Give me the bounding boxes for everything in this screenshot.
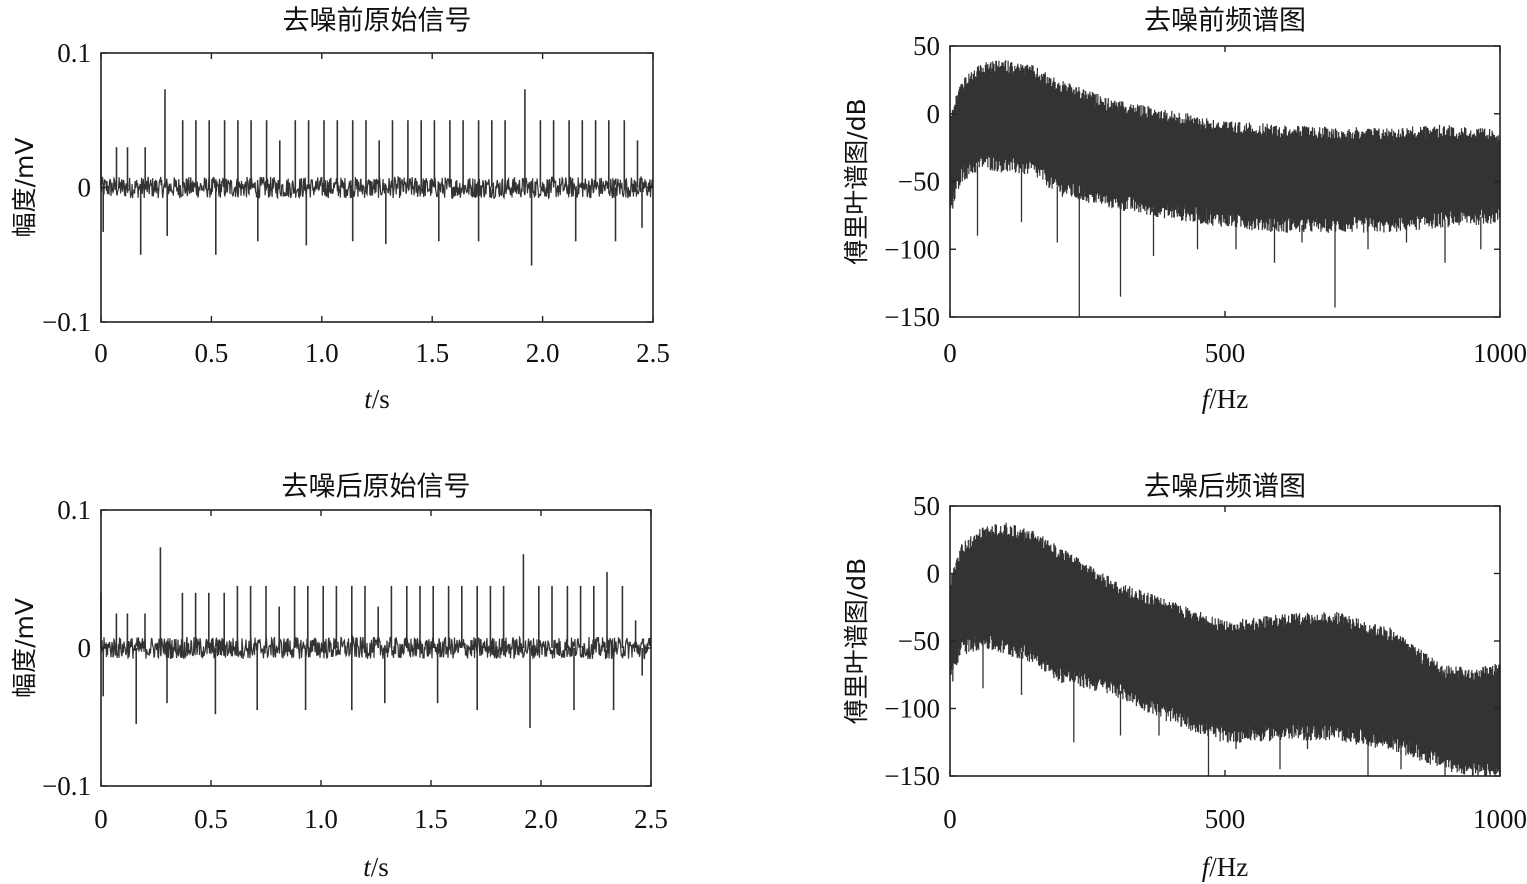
y-axis-label: 幅度/mV	[10, 598, 39, 698]
spectrum-band	[949, 60, 1501, 233]
x-tick-label: 0	[943, 338, 957, 368]
y-tick-label: −0.1	[42, 307, 91, 337]
x-tick-label: 500	[1205, 804, 1246, 834]
chart-panel-1: 去噪前频谱图 0 500 1000 −150 −100 −50 0 50 f/Hz 傅里叶谱图/dB	[842, 6, 1527, 415]
y-tick-label: −150	[884, 761, 940, 791]
x-tick-label: 1.0	[305, 338, 339, 368]
y-tick-label: 0.1	[57, 495, 91, 525]
x-axis-label: t/s	[364, 384, 390, 414]
y-tick-label: −100	[884, 234, 940, 264]
x-tick-label: 1.5	[415, 338, 449, 368]
x-tick-label: 1.0	[304, 804, 338, 834]
signal-trace	[949, 522, 1501, 776]
x-axis-label: t/s	[363, 852, 389, 882]
y-tick-label: 0	[927, 559, 941, 589]
y-tick-label: 50	[913, 31, 940, 61]
y-tick-label: −100	[884, 694, 940, 724]
x-tick-label: 1.5	[414, 804, 448, 834]
signal-trace	[100, 89, 654, 266]
y-axis-label: 幅度/mV	[10, 138, 39, 238]
chart-title: 去噪后原始信号	[282, 472, 471, 503]
x-tick-label: 1000	[1473, 338, 1527, 368]
y-tick-label: 0	[78, 633, 92, 663]
x-tick-label: 2.5	[636, 338, 670, 368]
x-tick-label: 0	[94, 804, 108, 834]
x-tick-label: 0.5	[194, 804, 228, 834]
noise-line	[100, 635, 652, 660]
chart-panel-3: 去噪后频谱图 0 500 1000 −150 −100 −50 0 50 f/Hz 傅里叶谱图/dB	[842, 472, 1527, 883]
y-axis-label: 傅里叶谱图/dB	[842, 98, 871, 264]
signal-trace	[100, 547, 652, 728]
y-tick-label: −50	[898, 626, 940, 656]
signal-trace	[949, 60, 1501, 317]
y-tick-label: 0	[927, 99, 941, 129]
x-tick-label: 1000	[1473, 804, 1527, 834]
y-tick-label: 50	[913, 491, 940, 521]
y-tick-label: −0.1	[42, 771, 91, 801]
chart-title: 去噪后频谱图	[1144, 472, 1306, 503]
x-tick-label: 0.5	[195, 338, 229, 368]
chart-title: 去噪前原始信号	[283, 6, 472, 37]
y-axis-label: 傅里叶谱图/dB	[842, 558, 871, 724]
chart-title: 去噪前频谱图	[1144, 6, 1306, 37]
y-tick-label: −150	[884, 302, 940, 332]
x-axis-label: f/Hz	[1202, 852, 1249, 882]
noise-line	[100, 175, 654, 200]
x-tick-label: 0	[943, 804, 957, 834]
x-axis-label: f/Hz	[1202, 384, 1249, 414]
x-tick-label: 2.0	[526, 338, 560, 368]
x-tick-label: 2.0	[524, 804, 558, 834]
x-tick-label: 2.5	[634, 804, 668, 834]
spectrum-band	[949, 522, 1501, 776]
y-tick-label: 0.1	[57, 38, 91, 68]
y-tick-label: 0	[78, 173, 92, 203]
x-tick-label: 0	[94, 338, 108, 368]
y-tick-label: −50	[898, 167, 940, 197]
x-tick-label: 500	[1205, 338, 1246, 368]
